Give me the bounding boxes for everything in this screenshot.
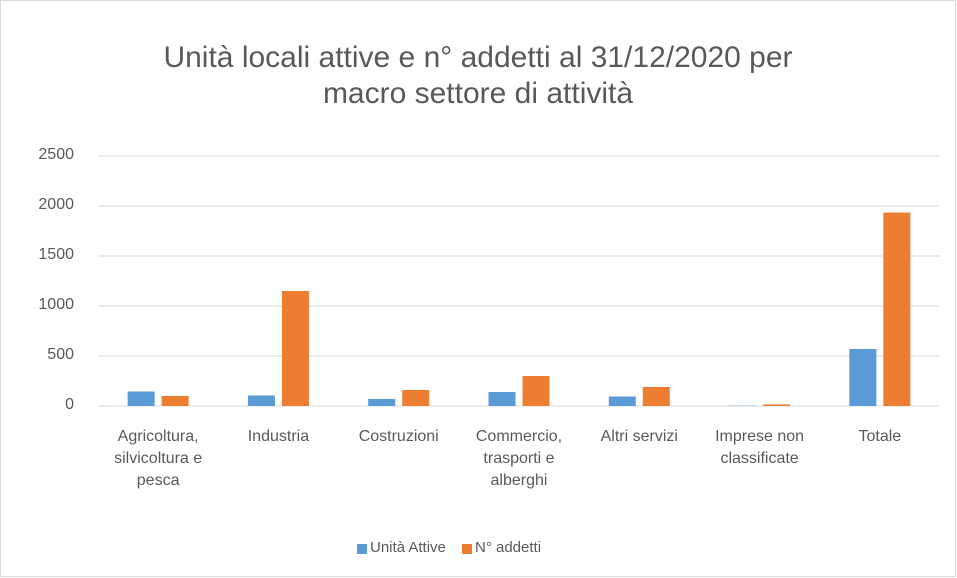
bar bbox=[247, 395, 275, 406]
y-tick-label: 1000 bbox=[38, 296, 74, 313]
bar bbox=[522, 376, 550, 406]
bar bbox=[849, 349, 877, 406]
y-tick-label: 1500 bbox=[38, 246, 74, 263]
bar bbox=[127, 391, 155, 406]
x-tick-label: Costruzioni bbox=[358, 428, 439, 445]
y-tick-label: 0 bbox=[65, 396, 74, 413]
x-tick-label: Totale bbox=[858, 428, 902, 445]
bar bbox=[642, 387, 670, 406]
legend-label: Unità Attive bbox=[370, 539, 446, 556]
legend-label: N° addetti bbox=[475, 539, 542, 556]
bar bbox=[402, 390, 430, 406]
legend-swatch bbox=[462, 544, 472, 554]
bar bbox=[368, 399, 396, 406]
bar bbox=[488, 392, 516, 406]
legend-swatch bbox=[357, 544, 367, 554]
bar bbox=[883, 212, 911, 406]
bar bbox=[161, 396, 189, 406]
y-tick-label: 2000 bbox=[38, 196, 74, 213]
x-tick-label: Agricoltura, silvicoltura e pesca bbox=[114, 428, 203, 489]
y-tick-label: 2500 bbox=[38, 146, 74, 163]
x-tick-label: Imprese non classificate bbox=[715, 428, 805, 467]
x-tick-label: Altri servizi bbox=[600, 428, 678, 445]
chart-title: Unità locali attive e n° addetti al 31/1… bbox=[163, 41, 793, 110]
bar bbox=[281, 291, 309, 406]
x-tick-label: Commercio, trasporti e alberghi bbox=[475, 428, 563, 489]
y-tick-label: 500 bbox=[47, 346, 74, 363]
bar bbox=[608, 396, 636, 406]
bar bbox=[763, 404, 791, 406]
x-tick-label: Industria bbox=[247, 428, 310, 445]
